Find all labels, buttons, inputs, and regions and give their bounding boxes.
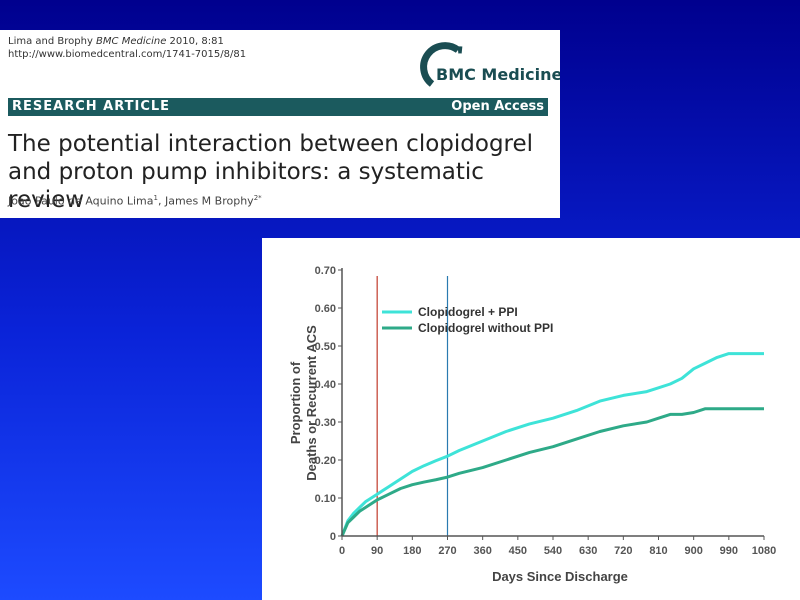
y-tick-label: 0.10 <box>315 493 336 505</box>
author-2: , James M Brophy <box>157 194 254 208</box>
y-tick-label: 0.20 <box>315 455 336 467</box>
x-tick-label: 90 <box>371 545 383 557</box>
y-tick-label: 0.50 <box>315 341 336 353</box>
citation-authors: Lima and Brophy <box>8 36 97 47</box>
kaplan-meier-chart: 0 0.10 0.20 0.30 0.40 0.50 0.60 0.70 0 90 180 270 36… <box>262 238 800 600</box>
y-tick-label: 0.30 <box>315 417 336 429</box>
y-axis-title-line-1: Proportion of <box>288 361 303 444</box>
article-header: Lima and Brophy BMC Medicine 2010, 8:81 … <box>0 30 560 218</box>
y-tick-label: 0.40 <box>315 379 336 391</box>
title-line-2: and proton pump inhibitors: a systematic… <box>8 159 484 213</box>
x-tick-label: 360 <box>473 545 491 557</box>
title-line-1: The potential interaction between clopid… <box>8 131 534 157</box>
x-tick-label: 540 <box>544 545 562 557</box>
author-1: Joao Paulo de Aquino Lima <box>8 194 154 208</box>
x-axis-title: Days Since Discharge <box>492 569 628 584</box>
author-1-affil: 1 <box>153 194 158 202</box>
bmc-logo: BMC Medicine <box>418 40 560 98</box>
legend-label: Clopidogrel + PPI <box>418 305 518 319</box>
citation-journal: BMC Medicine <box>96 36 167 47</box>
x-tick-label: 900 <box>684 545 702 557</box>
citation-volume: 2010, 8:81 <box>166 36 224 47</box>
open-access-label: Open Access <box>451 99 544 114</box>
citation-line: Lima and Brophy BMC Medicine 2010, 8:81 <box>8 36 224 47</box>
y-tick-label: 0.70 <box>315 265 336 277</box>
author-list: Joao Paulo de Aquino Lima1, James M Brop… <box>8 194 262 208</box>
x-tick-label: 630 <box>579 545 597 557</box>
author-2-affil: 2* <box>253 194 262 202</box>
x-tick-label: 720 <box>614 545 632 557</box>
legend-label: Clopidogrel without PPI <box>418 321 553 335</box>
x-tick-label: 0 <box>339 545 345 557</box>
x-tick-label: 450 <box>509 545 527 557</box>
chart-svg: 0 0.10 0.20 0.30 0.40 0.50 0.60 0.70 0 90 180 270 36… <box>288 265 776 584</box>
y-tick-label: 0.60 <box>315 303 336 315</box>
logo-arc-icon <box>420 42 463 87</box>
x-tick-label: 270 <box>438 545 456 557</box>
citation-url[interactable]: http://www.biomedcentral.com/1741-7015/8… <box>8 49 247 60</box>
article-banner: RESEARCH ARTICLE Open Access <box>8 98 548 116</box>
x-tick-label: 990 <box>720 545 738 557</box>
y-tick-label: 0 <box>330 531 336 543</box>
x-tick-label: 810 <box>649 545 667 557</box>
logo-text: BMC Medicine <box>436 65 560 84</box>
series-line <box>340 352 764 537</box>
article-type: RESEARCH ARTICLE <box>12 99 171 114</box>
series-line <box>340 407 764 537</box>
y-axis-title-line-2: Deaths or Recurrent ACS <box>304 325 319 481</box>
x-tick-label: 180 <box>403 545 421 557</box>
article-title: The potential interaction between clopid… <box>8 130 553 214</box>
x-tick-label: 1080 <box>752 545 776 557</box>
